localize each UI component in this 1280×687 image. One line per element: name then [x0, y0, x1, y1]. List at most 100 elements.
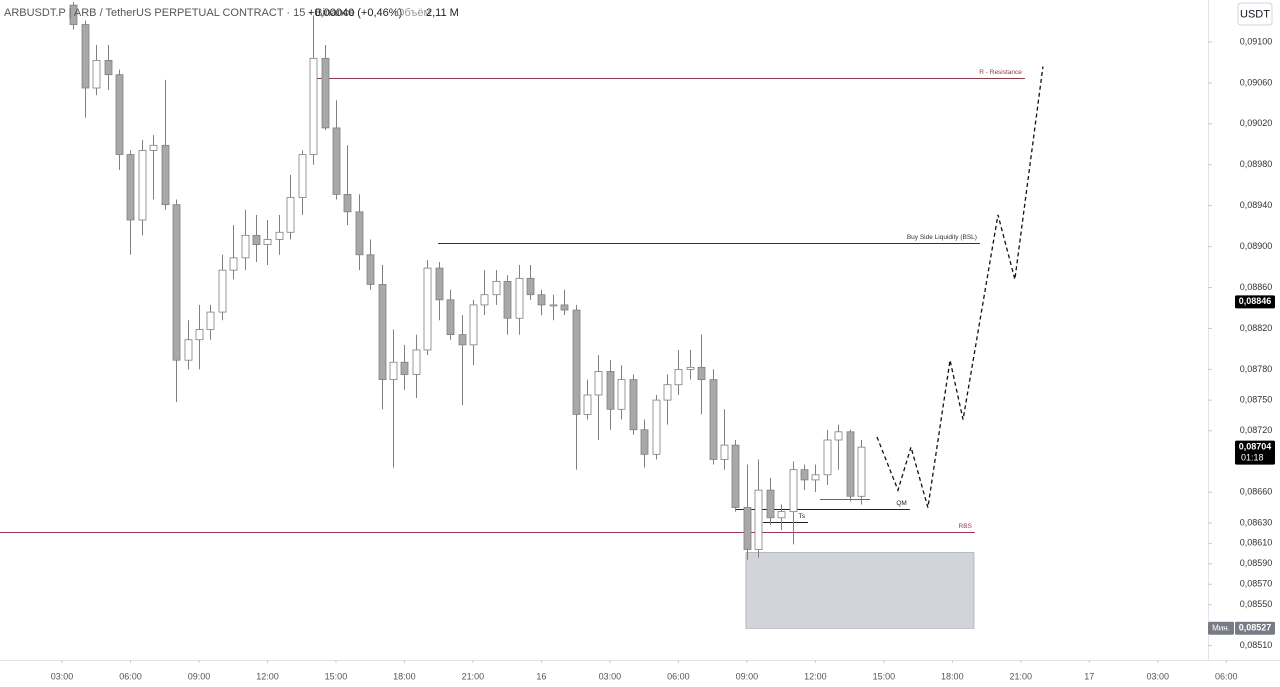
candle-body [400, 361, 409, 375]
candle-body [469, 304, 478, 346]
currency-button[interactable] [1237, 2, 1273, 26]
y-tick-label: 0,08660 [1240, 487, 1273, 497]
x-tick-label: 06:00 [119, 671, 142, 681]
candle-body [606, 371, 615, 410]
candle-body [640, 429, 649, 455]
candle-body [515, 277, 524, 319]
candle-body [594, 371, 603, 396]
x-tick-label: 15:00 [873, 671, 896, 681]
price-tag-label: 0,08846 [1239, 296, 1272, 306]
price-tag-label: 0,08527 [1239, 623, 1272, 633]
candle-body [263, 239, 272, 245]
candle-body [412, 349, 421, 375]
candle-body [731, 444, 740, 508]
y-tick-label: 0,08780 [1240, 364, 1273, 374]
candle-body [104, 59, 113, 76]
y-tick-label: 0,09100 [1240, 36, 1273, 46]
y-tick-label: 0,08860 [1240, 282, 1273, 292]
zone [745, 552, 975, 629]
candle-body [754, 489, 763, 550]
candle-body [332, 127, 341, 195]
candle-body [161, 144, 170, 206]
y-tick-label: 0,08510 [1240, 640, 1273, 650]
candle-body [674, 368, 683, 386]
price-tag [1235, 621, 1275, 635]
y-tick-label: 0,08720 [1240, 425, 1273, 435]
level-label: Ts [799, 513, 806, 520]
candle-body [423, 267, 432, 351]
candle-body [572, 309, 581, 415]
candle-body [241, 234, 250, 259]
candle-body [789, 469, 798, 513]
candle-body [834, 431, 843, 441]
candle-body [697, 366, 706, 381]
candle-body [526, 277, 535, 296]
candle-body [709, 379, 718, 460]
candle-body [184, 339, 193, 361]
x-tick-label: 03:00 [1147, 671, 1170, 681]
candle-body [583, 394, 592, 415]
candle-body [69, 4, 78, 25]
plot-area: R - Resistance Buy Side Liquidity (BSL) RB… [0, 2, 1044, 629]
x-tick-label: 17 [1084, 671, 1094, 681]
currency-label[interactable]: USDT [1240, 8, 1270, 20]
price-tag-prefix: Мин. [1212, 623, 1230, 632]
y-tick-label: 0,08940 [1240, 200, 1273, 210]
y-tick-label: 0,09060 [1240, 77, 1273, 87]
candle-body [378, 284, 387, 381]
x-tick-label: 15:00 [325, 671, 348, 681]
x-tick-label: 09:00 [188, 671, 211, 681]
header: ARBUSDT.P | ARB / TetherUS PERPETUAL CON… [4, 7, 459, 19]
level-label: Buy Side Liquidity (BSL) [907, 234, 977, 241]
x-tick-label: 18:00 [941, 671, 964, 681]
candle-body [857, 446, 866, 497]
symbol: ARBUSDT.P | ARB / TetherUS PERPETUAL CON… [4, 7, 355, 19]
candle-body [800, 469, 809, 481]
x-tick-label: 03:00 [599, 671, 622, 681]
candle-body [446, 299, 455, 336]
x-tick-label: 03:00 [51, 671, 74, 681]
candle-body [458, 334, 467, 346]
volume-label: Объём [396, 7, 431, 19]
candle-body [172, 204, 181, 361]
price-tag-countdown: 01:18 [1241, 453, 1264, 463]
candle-body [663, 384, 672, 401]
candle-body [149, 144, 158, 151]
candle-body [720, 444, 729, 460]
candle-body [298, 154, 307, 198]
candle-body [343, 194, 352, 213]
candle-body [206, 311, 215, 330]
price-tag [1235, 295, 1275, 309]
candle-body [629, 379, 638, 431]
price-tag [1235, 440, 1275, 465]
candle-body [321, 57, 330, 129]
x-tick-label: 09:00 [736, 671, 759, 681]
candle-body [617, 379, 626, 410]
price-tag-label: 0,08704 [1239, 442, 1272, 452]
x-tick-label: 12:00 [804, 671, 827, 681]
candle-body [435, 267, 444, 301]
candle-body [92, 59, 101, 89]
candle-body [195, 329, 204, 341]
y-tick-label: 0,08610 [1240, 538, 1273, 548]
y-tick-label: 0,08820 [1240, 323, 1273, 333]
candle-body [743, 507, 752, 550]
y-tick-label: 0,09020 [1240, 118, 1273, 128]
axes: 0,09100 0,09060 0,09020 0,08980 0,08940 0,089… [51, 36, 1275, 681]
candle-body [537, 294, 546, 306]
x-tick-label: 21:00 [1010, 671, 1033, 681]
candle-body [846, 431, 855, 497]
level-label: RBS [959, 523, 973, 530]
y-tick-label: 0,08550 [1240, 599, 1273, 609]
candle-body [766, 489, 775, 519]
y-tick-label: 0,08750 [1240, 394, 1273, 404]
candle-body [275, 231, 284, 240]
x-tick-label: 18:00 [393, 671, 416, 681]
volume: 2,11 M [426, 7, 459, 19]
candle-body [355, 211, 364, 256]
projection-path [876, 66, 1044, 508]
candle-body [126, 154, 135, 221]
candle-body [492, 280, 501, 296]
candle-body [686, 366, 695, 370]
price-tag-prefix-box [1208, 621, 1234, 635]
